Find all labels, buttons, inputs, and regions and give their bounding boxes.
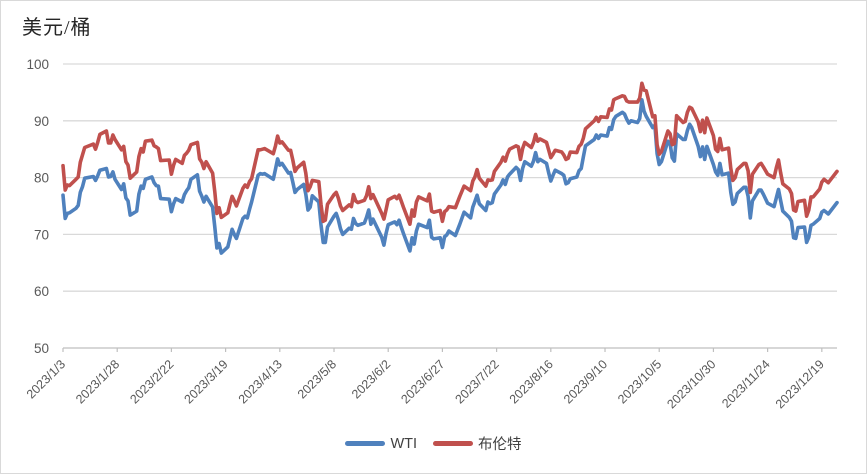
series-line-brent [61, 81, 839, 226]
x-tick-label: 2023/9/10 [561, 357, 610, 406]
wti-line-swatch [345, 441, 386, 446]
x-tick-label: 2023/6/27 [398, 357, 447, 406]
x-tick-label: 2023/7/22 [453, 357, 502, 406]
y-tick-label-50: 50 [34, 341, 49, 356]
y-tick-label-80: 80 [34, 171, 49, 186]
y-tick-label-70: 70 [34, 227, 49, 242]
x-tick-label: 2023/3/19 [182, 357, 231, 406]
x-tick-label: 2023/11/24 [719, 357, 773, 411]
brent-line-swatch [433, 441, 474, 446]
x-tick-label: 2023/4/13 [236, 357, 285, 406]
y-tick-label-100: 100 [26, 57, 49, 72]
chart-legend: WTI 布伦特 [1, 433, 866, 454]
legend-item-wti: WTI [345, 436, 417, 452]
x-tick-label: 2023/8/16 [507, 357, 556, 406]
x-tick-label: 2023/10/30 [664, 357, 718, 411]
x-tick-label: 2023/2/22 [127, 357, 176, 406]
y-tick-label-90: 90 [34, 114, 49, 129]
x-tick-label: 2023/5/8 [295, 357, 339, 401]
wti-legend-label: WTI [390, 435, 418, 452]
x-tick-label: 2023/10/5 [615, 357, 664, 406]
y-tick-label-60: 60 [34, 284, 49, 299]
x-tick-label: 2023/1/3 [24, 357, 68, 401]
series-line-wti [61, 98, 839, 255]
brent-legend-label: 布伦特 [478, 437, 522, 453]
x-tick-label: 2023/12/19 [773, 357, 827, 411]
legend-item-brent: 布伦特 [433, 433, 522, 454]
chart-title: 美元/桶 [22, 17, 92, 39]
x-tick-label: 2023/1/28 [73, 357, 122, 406]
x-tick-label: 2023/6/2 [349, 357, 393, 401]
